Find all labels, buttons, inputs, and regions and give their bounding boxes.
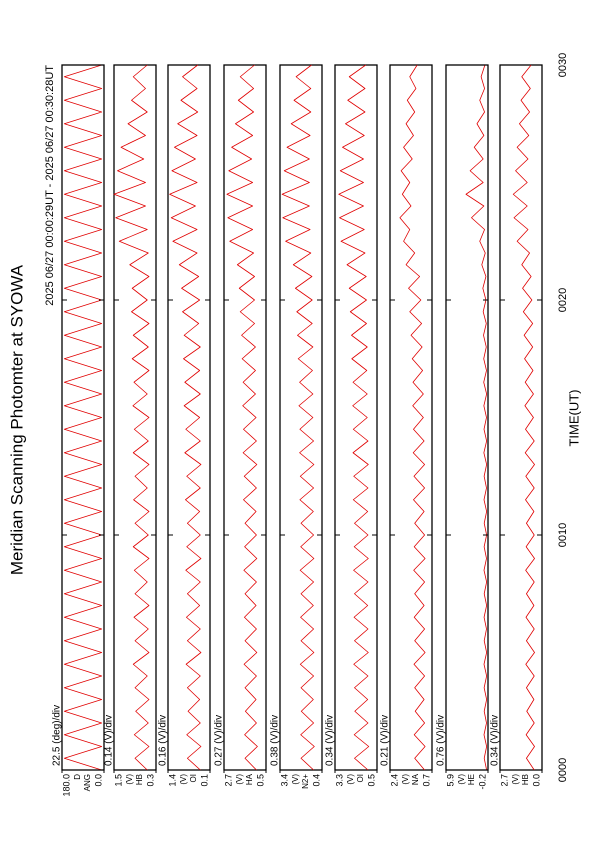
scale-label: 0.34 (V)/div [490,715,501,766]
channel-unit: (V) [125,774,134,785]
channel-unit: D [73,774,82,780]
panel-frame [499,64,543,771]
y-tick-label: 0.3 [145,774,155,787]
y-tick-label: 0.0 [93,774,103,787]
panel-frame [223,64,267,771]
data-line [226,64,258,771]
scale-label: 0.16 (V)/div [158,715,169,766]
data-line [63,64,103,771]
channel-unit: (V) [291,774,300,785]
y-tick-label: 3.3 [334,774,344,787]
channel-unit: (V) [511,774,520,785]
channel-name: HB [521,774,530,785]
channel-name: ANG [83,774,92,791]
y-tick-label: 180.0 [61,774,71,797]
y-tick-label: 2.7 [223,774,233,787]
channel-name: OI [356,774,365,782]
scale-label: 22.5 (deg)/div [52,705,63,766]
scale-label: 0.21 (V)/div [380,715,391,766]
channel-name: OI [189,774,198,782]
channel-name: N2+ [301,774,310,789]
y-tick-label: 2.7 [499,774,509,787]
scale-label: 0.14 (V)/div [104,715,115,766]
chart-title: Meridian Scanning Photomter at SYOWA [7,264,26,575]
x-tick-label: 0020 [557,288,569,312]
data-line [281,64,315,771]
panel-frame [389,64,433,771]
panel-frame [167,64,211,771]
y-tick-label: 1.4 [167,774,177,787]
channel-unit: (V) [235,774,244,785]
channel-name: NA [411,773,420,785]
data-line [512,64,535,771]
panel-frame [445,64,489,771]
y-tick-label: 3.4 [279,774,289,787]
x-tick-label: 0030 [557,53,569,77]
data-line [169,64,202,771]
channel-unit: (V) [457,774,466,785]
y-tick-label: 5.9 [445,774,455,787]
y-tick-label: 1.5 [113,774,123,787]
y-tick-label: 0.0 [531,774,541,787]
y-tick-label: 0.5 [366,774,376,787]
rotated-plot: Meridian Scanning Photomter at SYOWA 202… [7,53,581,797]
panel-frame [113,64,157,771]
panel-frame [279,64,323,771]
y-tick-label: 0.5 [255,774,265,787]
data-line [338,64,370,771]
scale-label: 0.27 (V)/div [214,715,225,766]
data-line [113,64,150,771]
data-line [399,64,426,771]
x-axis-label: TIME(UT) [566,389,581,446]
channel-unit: (V) [346,774,355,785]
channel-unit: (V) [179,774,188,785]
channel-name: HE [467,774,476,785]
panel-frame [334,64,378,771]
y-tick-label: 0.7 [421,774,431,787]
scale-label: 0.76 (V)/div [436,715,447,766]
y-tick-label: 0.4 [311,774,321,787]
y-tick-label: 2.4 [389,774,399,787]
y-tick-label: -0.2 [477,774,487,790]
scale-label: 0.34 (V)/div [325,715,336,766]
x-tick-label: 0000 [557,758,569,782]
channel-name: HB [135,774,144,785]
scale-label: 0.38 (V)/div [270,715,281,766]
channel-unit: (V) [401,774,410,785]
y-tick-label: 0.1 [199,774,209,787]
channel-name: HA [245,773,254,785]
chart-subtitle: 2025 06/27 00:00:29UT - 2025 06/27 00:30… [44,65,56,306]
panel-frame [61,64,105,771]
x-tick-label: 0010 [557,523,569,547]
data-line [465,64,488,771]
